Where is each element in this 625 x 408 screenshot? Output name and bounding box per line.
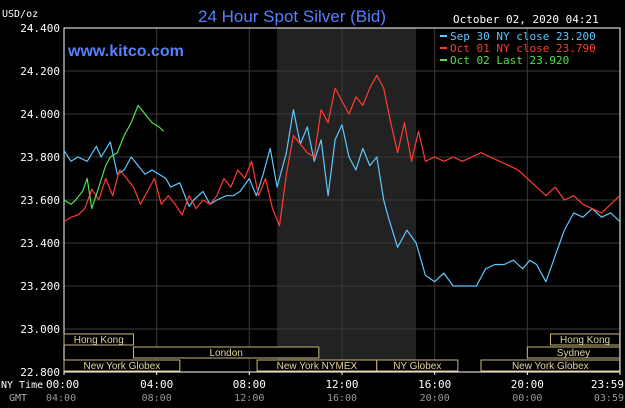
session-band bbox=[376, 359, 459, 372]
session-bands: Hong Kong Hong Kong London Sydney New York G… bbox=[63, 333, 621, 372]
session-band bbox=[550, 333, 621, 346]
session-band bbox=[133, 346, 320, 359]
timestamp: October 02, 2020 04:21 bbox=[453, 13, 599, 26]
legend-label-oct02: Oct 02 Last 23.920 bbox=[450, 54, 569, 67]
session-label: Hong Kong bbox=[74, 335, 124, 346]
y-tick-label: 22.800 bbox=[20, 366, 60, 379]
website-label[interactable]: www.kitco.com bbox=[67, 43, 184, 60]
x-tick-label-gmt: 20:00 bbox=[420, 393, 450, 404]
y-tick-label: 24.200 bbox=[20, 65, 60, 78]
series-line-1 bbox=[63, 74, 621, 227]
y-unit-label: USD/oz bbox=[2, 9, 38, 20]
legend-label-oct01: Oct 01 NY close 23.790 bbox=[450, 42, 596, 55]
session-label: Hong Kong bbox=[560, 335, 610, 346]
x-tick-label-gmt: 08:00 bbox=[142, 393, 172, 404]
axis-ticks: 24.400 24.200 24.000 23.800 23.600 23.400 23.2… bbox=[20, 22, 624, 404]
x-tick-label-gmt: 04:00 bbox=[46, 393, 76, 404]
gmt-row-label: GMT bbox=[9, 393, 27, 404]
session-label: Sydney bbox=[557, 348, 590, 359]
y-tick-label: 23.600 bbox=[20, 194, 60, 207]
session-band bbox=[63, 359, 181, 372]
y-tick-label: 24.400 bbox=[20, 22, 60, 35]
x-tick-label-ny: 04:00 bbox=[140, 378, 173, 391]
x-tick-label-ny: 08:00 bbox=[233, 378, 266, 391]
session-label: New York NYMEX bbox=[277, 361, 358, 372]
y-tick-label: 23.000 bbox=[20, 323, 60, 336]
grid bbox=[64, 28, 620, 372]
series-lines bbox=[63, 74, 621, 287]
chart-title: 24 Hour Spot Silver (Bid) bbox=[198, 7, 386, 26]
session-band bbox=[526, 346, 621, 359]
y-tick-label: 23.800 bbox=[20, 151, 60, 164]
x-tick-label-gmt: 12:00 bbox=[234, 393, 264, 404]
session-band bbox=[63, 333, 134, 346]
y-tick-label: 23.400 bbox=[20, 237, 60, 250]
session-label: New York Globex bbox=[512, 361, 589, 372]
x-tick-label-gmt: 03:59 bbox=[594, 393, 624, 404]
session-label: London bbox=[209, 348, 242, 359]
legend-label-sep30: Sep 30 NY close 23.200 bbox=[450, 30, 596, 43]
x-tick-label-ny: 23:59 bbox=[591, 378, 624, 391]
y-tick-label: 23.200 bbox=[20, 280, 60, 293]
legend: Sep 30 NY close 23.200 Oct 01 NY close 2… bbox=[440, 30, 596, 67]
x-tick-label-ny: 00:00 bbox=[46, 378, 79, 391]
x-tick-label-gmt: 00:00 bbox=[512, 393, 542, 404]
x-tick-label-ny: 12:00 bbox=[325, 378, 358, 391]
x-tick-label-ny: 20:00 bbox=[511, 378, 544, 391]
y-tick-label: 24.000 bbox=[20, 108, 60, 121]
session-band bbox=[480, 359, 621, 372]
session-label: New York Globex bbox=[84, 361, 161, 372]
ny-time-row-label: NY Time bbox=[1, 380, 43, 391]
session-label: NY Globex bbox=[393, 361, 441, 372]
series-line-2 bbox=[63, 104, 165, 210]
x-tick-label-ny: 16:00 bbox=[418, 378, 451, 391]
series-line-0 bbox=[63, 109, 621, 287]
x-tick-label-gmt: 16:00 bbox=[327, 393, 357, 404]
